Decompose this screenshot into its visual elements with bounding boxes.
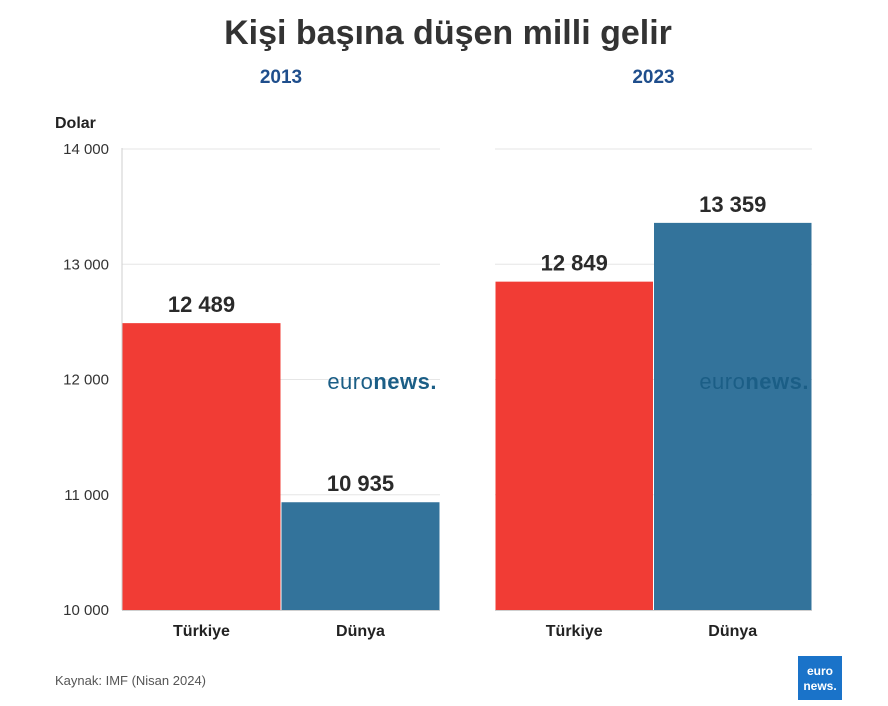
y-tick-label: 10 000: [63, 602, 109, 619]
data-label: 12 489: [168, 292, 235, 317]
logo-line-2: news.: [803, 679, 836, 693]
euronews-watermark: euronews.: [327, 369, 437, 394]
bar: [495, 281, 653, 610]
category-label: Türkiye: [546, 623, 603, 640]
y-axis-label: Dolar: [55, 115, 96, 132]
bar: [654, 222, 812, 610]
category-label: Dünya: [336, 623, 385, 640]
chart-title: Kişi başına düşen milli gelir: [224, 14, 672, 52]
bar: [281, 502, 440, 610]
panel-2023: 2023 12 849 Türkiye 13 359 Dünya euronews.: [495, 67, 812, 640]
data-label: 12 849: [541, 251, 608, 276]
category-label: Türkiye: [173, 623, 230, 640]
watermark-bold: news.: [373, 369, 437, 394]
logo-background: [798, 656, 842, 700]
y-axis-ticks: 10 000 11 000 12 000 13 000 14 000: [63, 141, 109, 619]
data-label: 10 935: [327, 471, 394, 496]
euronews-watermark: euronews.: [699, 369, 809, 394]
panel-title: 2023: [632, 67, 674, 88]
y-tick-label: 13 000: [63, 256, 109, 273]
bar: [122, 323, 281, 610]
panel-title: 2013: [260, 67, 302, 88]
y-tick-label: 14 000: [63, 141, 109, 158]
watermark-light: euro: [327, 369, 373, 394]
logo-line-1: euro: [807, 664, 833, 678]
y-tick-label: 12 000: [63, 372, 109, 389]
panel-2013: 2013 12 489 Türkiye 10 935 Dünya euronews.: [121, 67, 440, 640]
category-label: Dünya: [708, 623, 757, 640]
data-label: 13 359: [699, 192, 766, 217]
source-note: Kaynak: IMF (Nisan 2024): [55, 673, 206, 688]
watermark-light: euro: [699, 369, 745, 394]
y-tick-label: 11 000: [64, 487, 109, 504]
watermark-bold: news.: [745, 369, 809, 394]
euronews-logo: euro news.: [798, 656, 842, 700]
